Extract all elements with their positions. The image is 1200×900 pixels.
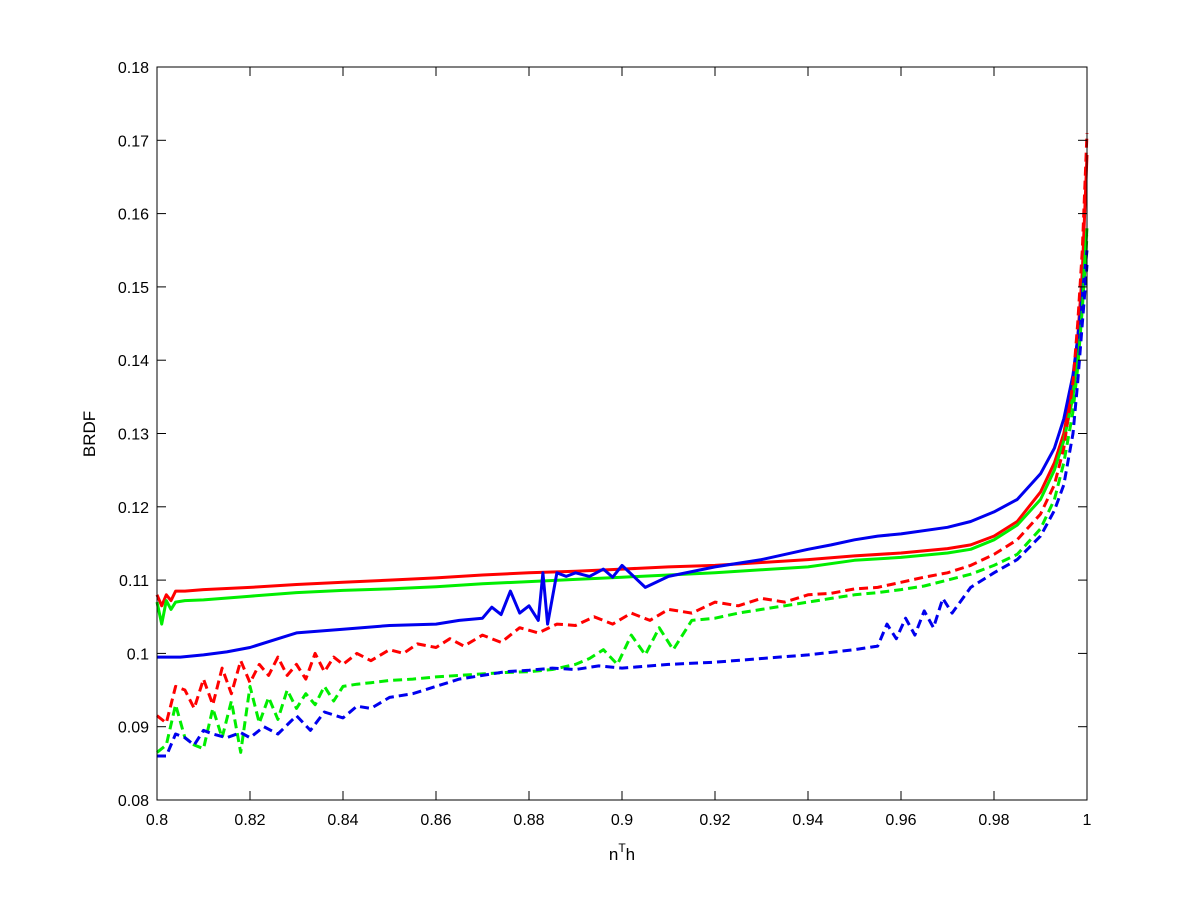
x-tick-label: 0.8 <box>146 812 168 829</box>
y-tick-label: 0.15 <box>118 280 149 297</box>
series-line-1-solid <box>155 154 1089 608</box>
series-line-3-solid <box>157 250 1089 659</box>
plot-background <box>157 67 1087 800</box>
x-tick-label: 0.9 <box>611 812 633 829</box>
x-tick-label: 1 <box>1083 812 1092 829</box>
x-tick-label: 0.94 <box>792 812 823 829</box>
series-layer <box>155 132 1089 758</box>
y-tick-label: 0.16 <box>118 207 149 224</box>
x-tick-label: 0.96 <box>885 812 916 829</box>
y-tick-label: 0.09 <box>118 720 149 737</box>
y-tick-label: 0.14 <box>118 353 149 370</box>
x-tick-label: 0.92 <box>699 812 730 829</box>
y-tick-label: 0.12 <box>118 500 149 517</box>
y-tick-label: 0.08 <box>118 793 149 810</box>
x-tick-label: 0.82 <box>234 812 265 829</box>
x-axis-label-superscript: T <box>618 841 626 855</box>
ticks-layer: 0.8 0.82 0.84 0.86 0.88 0.9 0.92 0.94 0.96 0.98 1 0… <box>118 60 1092 829</box>
x-axis-label: nTh <box>609 841 635 864</box>
x-tick-label: 0.84 <box>327 812 358 829</box>
y-axis-label: BRDF <box>80 411 99 457</box>
y-tick-label: 0.11 <box>119 573 149 590</box>
y-tick-label: 0.13 <box>118 427 149 444</box>
y-tick-label: 0.18 <box>118 60 149 77</box>
y-tick-label: 0.1 <box>127 646 149 663</box>
y-tick-label: 0.17 <box>118 133 149 150</box>
x-tick-label: 0.98 <box>978 812 1009 829</box>
x-axis-label-h: h <box>626 845 635 864</box>
x-tick-label: 0.86 <box>420 812 451 829</box>
x-axis-label-n: n <box>609 845 618 864</box>
series-line-6-dashed <box>157 264 1089 758</box>
x-tick-label: 0.88 <box>513 812 544 829</box>
series-line-4-dashed <box>156 132 1089 725</box>
